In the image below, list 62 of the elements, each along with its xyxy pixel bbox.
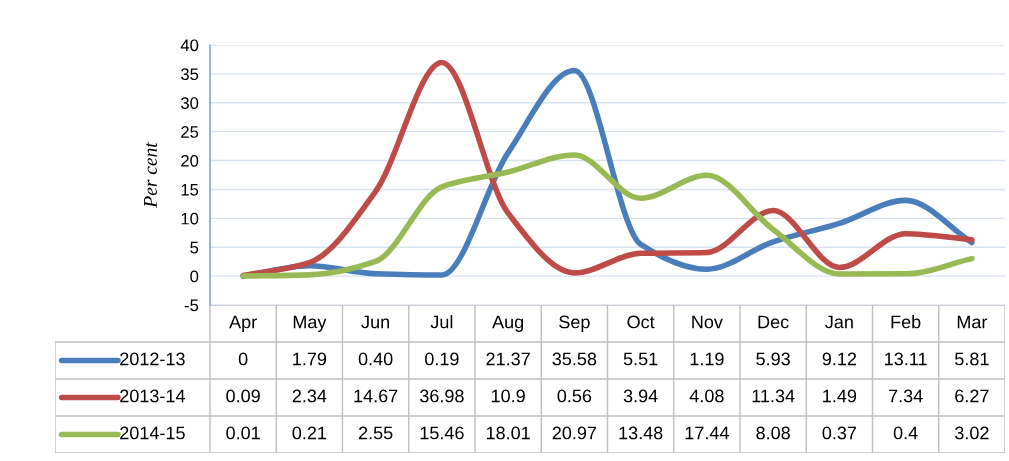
y-axis-title: Per cent [144, 141, 157, 208]
data-label: 35.58 [552, 352, 597, 366]
data-label: 5.81 [955, 352, 989, 366]
x-tick-label: Feb [891, 315, 921, 329]
x-tick-label: Oct [627, 315, 655, 329]
y-tick-label: 0 [190, 270, 199, 283]
data-label: 13.11 [885, 352, 927, 366]
data-label: 18.01 [486, 426, 530, 440]
data-label: 1.79 [293, 352, 327, 366]
data-label: 0.09 [226, 389, 260, 403]
data-label: 11.34 [752, 389, 795, 403]
y-tick-label: 40 [180, 39, 199, 52]
x-tick-label: Jun [361, 315, 390, 329]
data-label: 17.44 [685, 426, 729, 440]
y-tick-label: -5 [184, 299, 199, 312]
data-label: 3.02 [954, 426, 989, 440]
data-label: 36.98 [419, 389, 464, 403]
data-label: 0.37 [822, 426, 857, 440]
y-tick-label: 20 [181, 154, 199, 167]
data-label: 6.27 [955, 389, 989, 403]
x-tick-label: Aug [492, 315, 524, 332]
y-tick-label: 35 [180, 68, 199, 81]
data-label: 8.08 [756, 426, 790, 440]
x-tick-label: May [293, 315, 327, 332]
data-label: 1.49 [823, 389, 857, 403]
data-label: 5.93 [756, 352, 790, 366]
data-label: 21.37 [486, 352, 530, 366]
data-label: 0 [238, 352, 248, 366]
data-label: 10.9 [491, 389, 525, 403]
data-label: 7.34 [888, 389, 923, 403]
data-label: 3.94 [623, 389, 658, 403]
x-tick-label: Mar [957, 315, 988, 329]
data-label: 4.08 [689, 389, 724, 403]
data-label: 20.97 [552, 426, 597, 440]
legend-label: 2012-13 [120, 352, 185, 366]
data-label: 0.4 [893, 426, 918, 440]
y-tick-label: 5 [190, 241, 199, 254]
y-tick-label: 25 [181, 126, 199, 138]
data-label: 13.48 [619, 426, 663, 440]
x-tick-label: Jan [825, 315, 853, 329]
x-tick-label: Jul [430, 315, 453, 329]
data-label: 2.55 [358, 426, 393, 440]
data-label: 0.19 [425, 352, 459, 366]
data-label: 9.12 [822, 352, 857, 366]
legend-label: 2013-14 [120, 389, 185, 403]
data-label: 0.01 [226, 426, 260, 440]
x-tick-label: Dec [758, 315, 789, 329]
data-label: 0.40 [358, 352, 393, 366]
y-tick-label: 10 [181, 212, 199, 225]
y-tick-label: 30 [180, 97, 199, 109]
data-label: 2.34 [292, 389, 327, 403]
x-tick-label: Sep [559, 315, 590, 332]
data-label: 0.21 [292, 426, 327, 440]
data-label: 1.19 [690, 352, 724, 366]
data-label: 0.56 [557, 389, 592, 403]
x-tick-label: Nov [692, 315, 723, 329]
data-label: 14.67 [354, 389, 398, 403]
y-tick-label: 15 [181, 184, 199, 196]
data-label: 15.46 [420, 426, 464, 440]
legend-label: 2014-15 [120, 426, 185, 440]
data-label: 5.51 [623, 352, 658, 366]
x-tick-label: Apr [229, 315, 257, 332]
